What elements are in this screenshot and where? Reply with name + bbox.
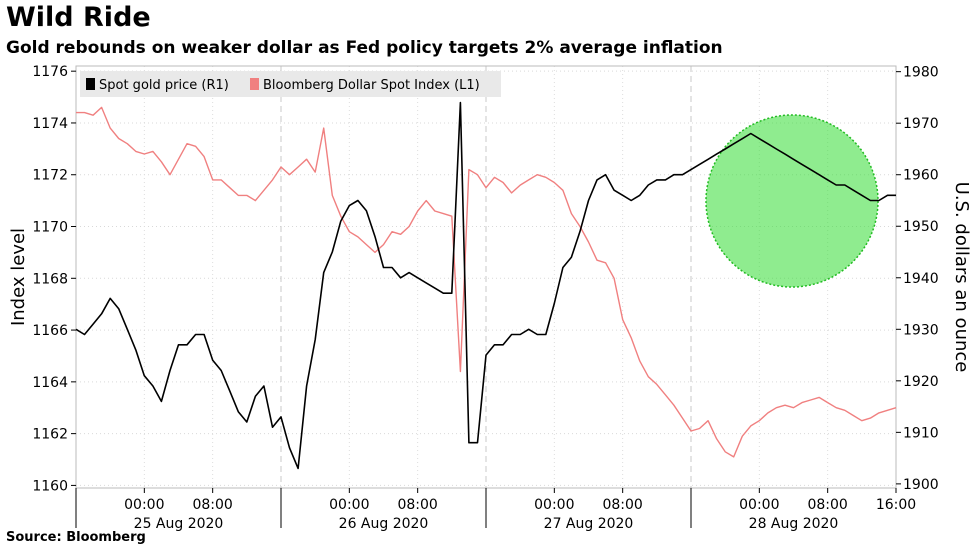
left-tick-label: 1174: [32, 116, 68, 132]
chart-title: Wild Ride: [6, 2, 151, 33]
right-tick-label: 1950: [903, 219, 939, 235]
x-date-label: 27 Aug 2020: [544, 516, 634, 532]
right-tick-label: 1940: [903, 271, 939, 287]
x-date-label: 28 Aug 2020: [749, 516, 839, 532]
legend-box: [80, 71, 501, 97]
right-tick-label: 1920: [903, 374, 939, 390]
right-tick-label: 1980: [903, 65, 939, 81]
left-tick-label: 1170: [32, 220, 68, 236]
x-tick-label: 00:00: [329, 497, 369, 513]
left-tick-label: 1172: [32, 168, 68, 184]
highlight-circle: [705, 114, 879, 288]
legend: Spot gold price (R1) Bloomberg Dollar Sp…: [80, 71, 501, 97]
left-axis-ticks: 1176 1174 1172 1170 1168 1166 1164 1162 1160: [32, 64, 76, 494]
source-note: Source: Bloomberg: [6, 530, 146, 545]
chart-subtitle: Gold rebounds on weaker dollar as Fed po…: [6, 38, 723, 58]
left-tick-label: 1176: [32, 64, 68, 80]
legend-label-gold: Spot gold price (R1): [99, 78, 229, 93]
x-axis-ticks: 00:00 08:00 00:00 08:00 00:00 08:00 00:00 08:00…: [75, 488, 916, 532]
left-tick-label: 1160: [32, 478, 68, 494]
right-axis-label: U.S. dollars an ounce: [951, 182, 972, 373]
left-tick-label: 1166: [32, 323, 68, 339]
left-axis-label: Index level: [8, 228, 29, 326]
x-tick-label: 08:00: [602, 497, 642, 513]
x-date-label: 25 Aug 2020: [134, 516, 224, 532]
x-tick-label: 08:00: [807, 497, 847, 513]
right-axis-ticks: 1980 1970 1960 1950 1940 1930 1920 1910 1900: [896, 65, 939, 493]
x-tick-label: 00:00: [739, 497, 779, 513]
x-tick-label: 00:00: [534, 497, 574, 513]
x-date-label: 26 Aug 2020: [339, 516, 429, 532]
series-line-dollar: [76, 106, 897, 458]
legend-label-dollar: Bloomberg Dollar Spot Index (L1): [263, 78, 480, 93]
right-tick-label: 1900: [903, 477, 939, 493]
right-tick-label: 1970: [903, 116, 939, 132]
right-tick-label: 1930: [903, 322, 939, 338]
right-tick-label: 1960: [903, 168, 939, 184]
right-tick-label: 1910: [903, 425, 939, 441]
left-tick-label: 1168: [32, 271, 68, 287]
legend-swatch-dollar: [250, 78, 259, 90]
series-line-gold: [75, 101, 896, 470]
left-tick-label: 1162: [32, 427, 68, 443]
left-tick-label: 1164: [32, 375, 68, 391]
x-tick-label: 16:00: [876, 497, 916, 513]
x-tick-label: 00:00: [124, 497, 164, 513]
x-tick-label: 08:00: [192, 497, 232, 513]
series-layer: [75, 101, 897, 470]
legend-swatch-gold: [86, 78, 95, 90]
x-tick-label: 08:00: [397, 497, 437, 513]
